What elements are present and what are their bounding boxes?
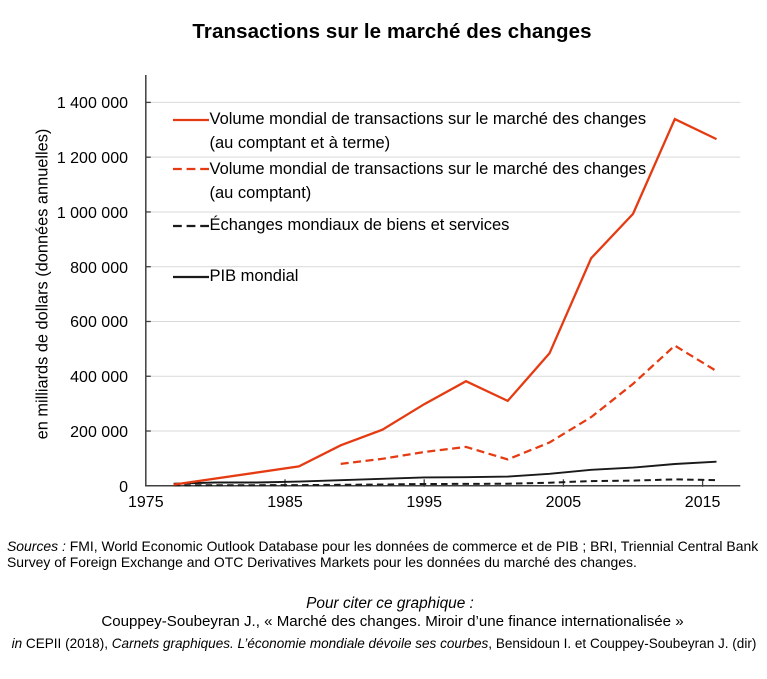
chart-title: Transactions sur le marché des changes [192, 20, 592, 44]
legend-label: PIB mondial [209, 266, 299, 285]
legend-dashed-line-sample [173, 224, 209, 228]
legend-solid-line-sample [173, 118, 209, 122]
text-fragment: FMI, World Economic Outlook Database pou… [69, 537, 759, 554]
y-tick-label: 600 000 [70, 314, 128, 332]
citation-heading: Pour citer ce graphique : [306, 594, 474, 612]
y-tick-label: 1 000 000 [56, 204, 128, 222]
y-tick-label: 200 000 [70, 423, 128, 441]
citation-line-1: Couppey-Soubeyran J., « Marché des chang… [101, 613, 684, 630]
legend-label: Volume mondial de transactions sur le ma… [209, 159, 647, 202]
y-axis-title: en milliards de dollars (données annuell… [33, 128, 52, 440]
text-fragment: CEPII (2018), [25, 636, 112, 651]
x-tick-label: 1985 [267, 493, 303, 511]
x-tick-label: 2005 [545, 493, 582, 511]
citation-line-2: in CEPII (2018), Carnets graphiques. L’é… [1, 636, 767, 651]
x-tick-label: 1975 [128, 493, 164, 511]
x-tick-label: 2015 [684, 493, 721, 511]
text-fragment: in [11, 636, 26, 651]
legend-label: Volume mondial de transactions sur le ma… [209, 109, 647, 152]
y-tick-label: 800 000 [70, 259, 128, 277]
text-fragment: Carnets graphiques. L’économie mondiale … [111, 636, 489, 651]
x-tick-label: 1995 [406, 493, 442, 511]
sources-note: Sources : FMI, World Economic Outlook Da… [7, 538, 767, 570]
y-tick-label: 400 000 [70, 369, 128, 387]
text-fragment: Survey of Foreign Exchange and OTC Deriv… [7, 553, 637, 570]
legend-dashed-line-sample [173, 167, 209, 170]
text-fragment: , Bensidoun I. et Couppey-Soubeyran J. (… [488, 636, 757, 651]
series-line [340, 344, 718, 466]
series-line [173, 117, 717, 486]
text-fragment: Sources : [7, 537, 70, 554]
y-tick-label: 0 [119, 478, 128, 496]
series-line [173, 460, 717, 485]
y-tick-label: 1 400 000 [56, 95, 128, 113]
series-line [173, 478, 717, 487]
y-tick-label: 1 200 000 [56, 149, 128, 167]
legend-solid-line-sample [173, 275, 209, 278]
legend-label: Échanges mondiaux de biens et services [209, 216, 510, 235]
